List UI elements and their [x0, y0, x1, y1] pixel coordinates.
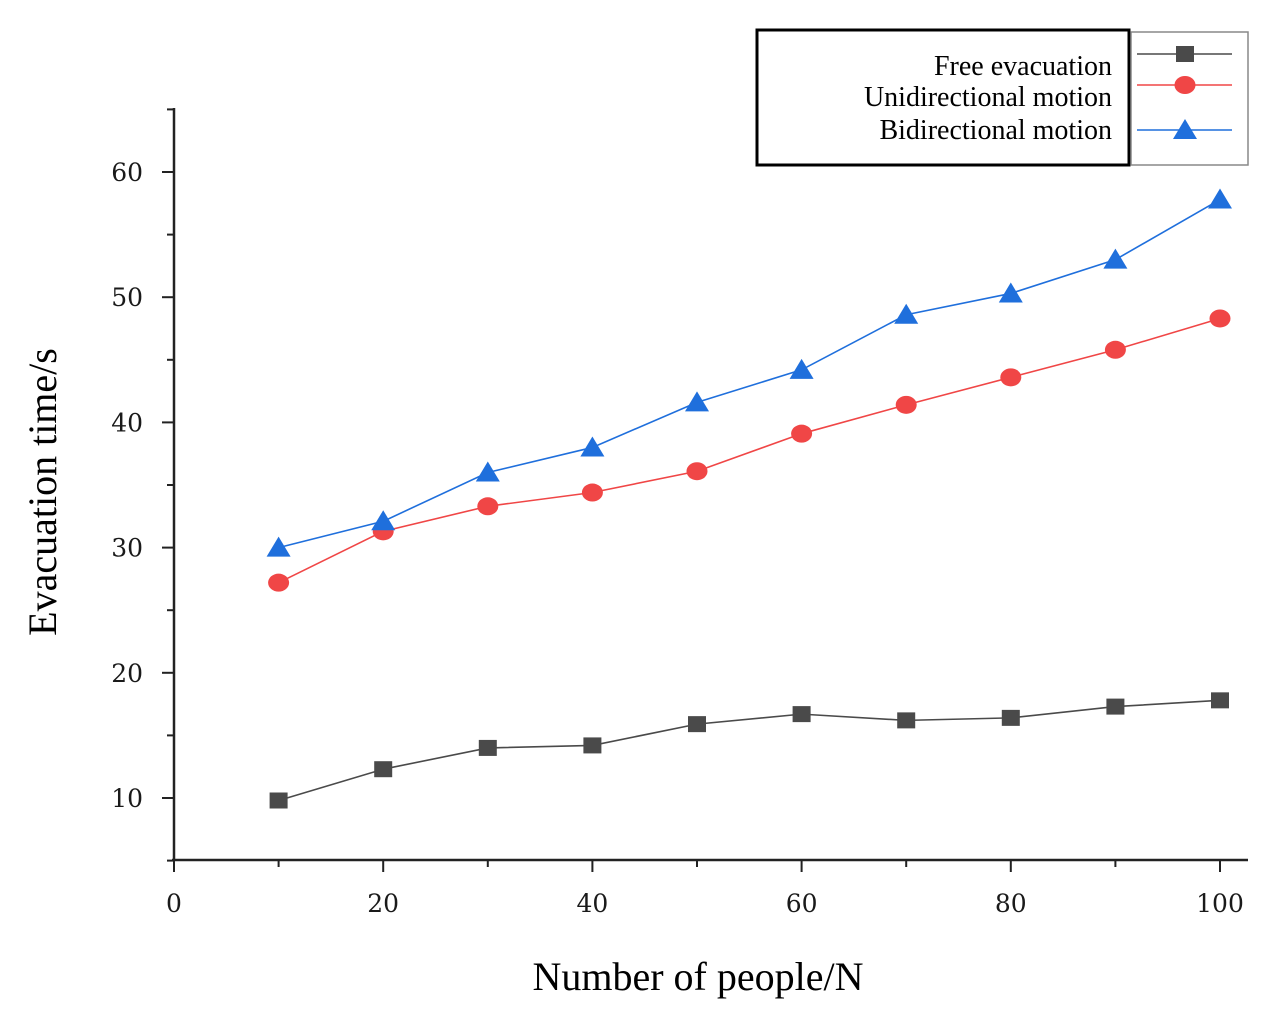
data-point — [1208, 188, 1232, 209]
data-point — [268, 573, 290, 592]
tick-marks — [162, 108, 1221, 872]
data-point — [791, 424, 813, 443]
legend-entry: Bidirectional motion — [879, 115, 1232, 146]
y-tick-label: 30 — [111, 534, 143, 563]
data-point — [685, 391, 709, 412]
series-line — [278, 699, 1221, 802]
tick-labels: 0 20 40 60 80 100 10 20 30 40 50 60 — [111, 158, 1244, 918]
data-point — [1000, 368, 1022, 387]
legend-symbol-box — [1130, 31, 1249, 166]
data-point — [688, 716, 706, 733]
data-point — [371, 510, 396, 531]
y-tick-label: 60 — [111, 158, 143, 187]
series-line — [278, 198, 1221, 549]
series-free-evacuation — [269, 692, 1229, 809]
data-point — [897, 712, 916, 729]
data-point — [1104, 340, 1126, 359]
legend-marker — [1173, 119, 1197, 139]
y-axis-title: Evacuation time/s — [20, 348, 65, 636]
data-point — [1209, 309, 1231, 328]
data-point — [1211, 692, 1229, 709]
legend-entry: Unidirectional motion — [864, 76, 1232, 113]
data-point — [789, 358, 814, 379]
data-point — [580, 436, 605, 457]
data-point — [1001, 709, 1020, 726]
series-bidirectional-motion — [266, 188, 1232, 557]
data-point — [581, 483, 603, 502]
legend-label: Unidirectional motion — [864, 82, 1112, 113]
x-tick-label: 60 — [786, 889, 818, 918]
legend-marker — [1174, 76, 1196, 94]
data-point — [792, 706, 811, 723]
data-point — [686, 462, 708, 481]
data-point — [998, 282, 1023, 303]
data-point — [478, 739, 497, 756]
data-point — [895, 395, 917, 414]
legend-entry: Free evacuation — [934, 46, 1232, 82]
data-point — [266, 536, 291, 557]
y-tick-label: 50 — [111, 283, 143, 312]
x-axis-title: Number of people/N — [532, 954, 863, 999]
data-point — [1106, 698, 1125, 715]
data-point — [475, 461, 500, 482]
series-line — [278, 317, 1221, 584]
data-point — [374, 761, 393, 778]
x-tick-label: 0 — [166, 889, 182, 918]
data-point — [583, 737, 602, 754]
data-series — [266, 188, 1232, 809]
y-tick-label: 10 — [111, 784, 143, 813]
data-point — [477, 497, 499, 516]
x-tick-label: 80 — [995, 889, 1027, 918]
legend-label: Bidirectional motion — [879, 115, 1112, 146]
data-point — [894, 303, 919, 324]
axes — [172, 108, 1248, 862]
legend-text-box — [755, 28, 1131, 167]
legend-label: Free evacuation — [934, 51, 1112, 82]
y-tick-label: 40 — [111, 408, 143, 437]
x-tick-label: 100 — [1196, 889, 1244, 918]
legend-marker — [1176, 46, 1194, 62]
data-point — [269, 792, 288, 809]
x-tick-label: 20 — [367, 889, 399, 918]
data-point — [1103, 248, 1128, 269]
x-tick-label: 40 — [576, 889, 608, 918]
series-unidirectional-motion — [268, 309, 1231, 592]
y-tick-label: 20 — [111, 659, 143, 688]
